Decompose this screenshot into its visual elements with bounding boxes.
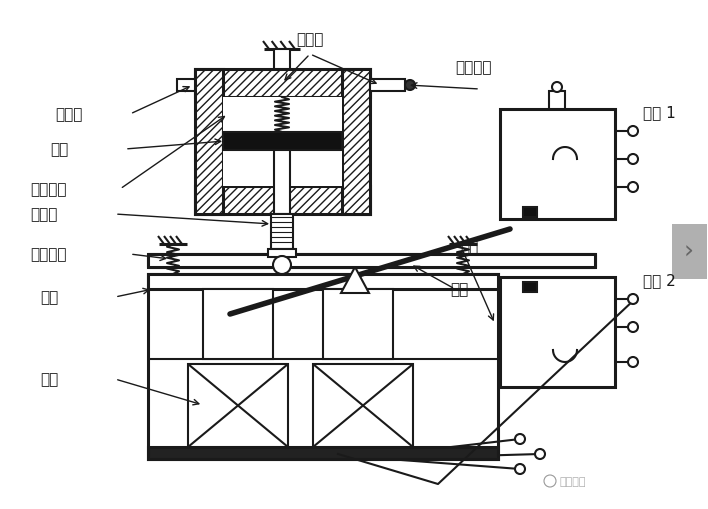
Bar [323,290,393,359]
Text: 开关 2: 开关 2 [643,272,675,288]
Text: 进气孔: 进气孔 [297,32,324,47]
Bar [274,50,290,70]
Text: 开关 1: 开关 1 [643,105,675,120]
Bar [223,98,342,187]
Circle shape [405,81,415,91]
Circle shape [628,183,638,192]
Text: 活塞: 活塞 [50,142,68,157]
Text: 释放弹簧: 释放弹簧 [30,182,67,197]
Polygon shape [341,267,369,293]
Bar [523,282,537,293]
Bar [271,215,293,249]
Bar [672,224,707,279]
Circle shape [628,357,638,367]
Bar [148,274,498,459]
Text: 复位弹簧: 复位弹簧 [30,247,67,262]
Bar [195,70,223,215]
Text: 绕组: 绕组 [40,372,58,387]
Text: 调节螺钉: 调节螺钉 [455,60,491,75]
Circle shape [515,464,525,474]
Circle shape [515,434,525,444]
Bar [274,151,290,215]
Bar [148,274,498,290]
Bar [549,92,565,110]
Text: 杠杆: 杠杆 [450,282,468,297]
Bar [342,70,370,215]
Bar [188,364,288,447]
Circle shape [628,294,638,304]
Text: ›: › [684,240,694,264]
Bar [268,249,296,258]
Text: 推板: 推板 [460,240,478,255]
Text: 活塞杆: 活塞杆 [30,207,57,222]
Circle shape [535,449,545,459]
Bar [148,447,498,459]
Bar [195,70,370,98]
Bar [195,187,370,215]
Circle shape [628,127,638,137]
Bar [370,80,405,92]
Circle shape [628,155,638,165]
Bar [313,364,413,447]
Bar [177,80,195,92]
Text: 技成培训: 技成培训 [560,476,586,486]
Text: 衡铁: 衡铁 [40,290,58,305]
Bar [223,133,342,151]
Circle shape [628,322,638,332]
Bar [148,254,595,267]
Circle shape [552,83,562,93]
Bar [523,208,537,217]
Text: 出气孔: 出气孔 [55,107,82,122]
Bar [203,290,273,359]
Bar [500,277,615,387]
Bar [500,110,615,219]
Circle shape [273,257,291,274]
